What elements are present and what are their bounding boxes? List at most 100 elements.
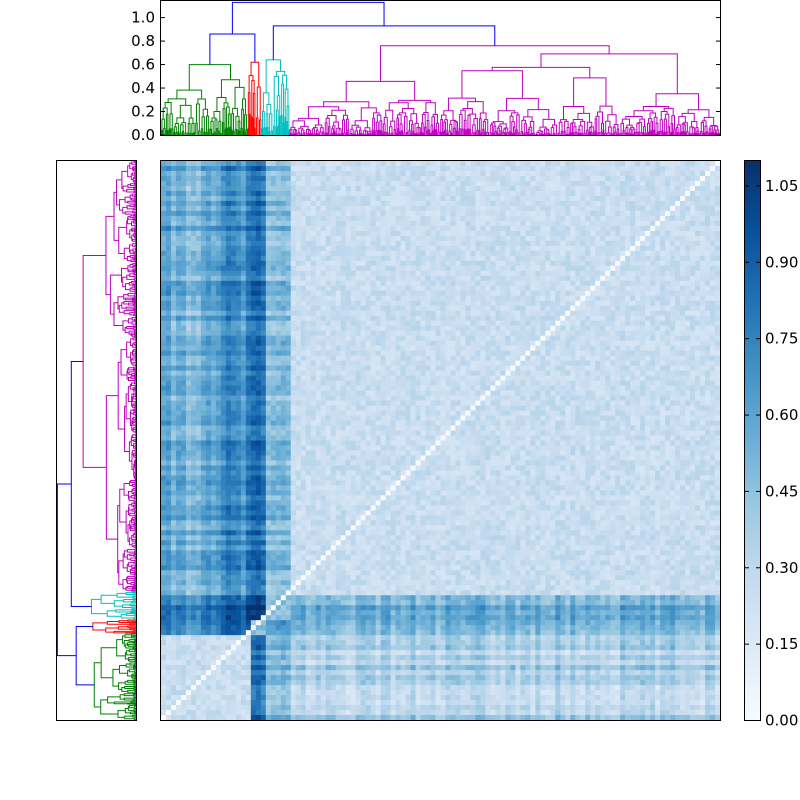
heatmap-cell <box>161 215 167 222</box>
heatmap-cell <box>590 280 596 287</box>
heatmap-cell <box>370 320 377 327</box>
dendrogram-link <box>234 86 245 109</box>
heatmap-cell <box>625 255 631 262</box>
heatmap-cell <box>470 235 477 242</box>
dendrogram-link <box>515 129 518 135</box>
heatmap-cell <box>505 300 511 307</box>
heatmap-cell <box>280 255 287 262</box>
heatmap-cell <box>270 205 277 212</box>
heatmap-cell <box>410 215 417 222</box>
dendrogram-link <box>667 126 670 135</box>
heatmap-cell <box>380 205 387 212</box>
heatmap-cell <box>500 161 506 167</box>
heatmap-cell <box>175 295 182 302</box>
heatmap-cell <box>480 210 487 217</box>
heatmap-cell <box>575 175 581 182</box>
heatmap-cell <box>220 310 227 317</box>
heatmap-cell <box>210 165 217 172</box>
heatmap-cell <box>305 295 312 302</box>
heatmap-cell <box>505 200 511 207</box>
heatmap-cell <box>235 315 242 322</box>
heatmap-cell <box>670 315 676 322</box>
heatmap-cell <box>670 250 676 257</box>
heatmap-cell <box>575 190 581 197</box>
heatmap-cell <box>655 200 661 207</box>
heatmap-cell <box>570 260 576 267</box>
dendrogram-link <box>128 704 135 709</box>
heatmap-cell <box>295 245 302 252</box>
dendrogram-link <box>458 127 461 135</box>
heatmap-cell <box>590 245 596 252</box>
heatmap-cell <box>265 200 272 207</box>
dendrogram-link <box>197 98 206 110</box>
heatmap-cell <box>710 310 716 317</box>
heatmap-cell <box>250 330 257 337</box>
heatmap-cell <box>285 250 292 257</box>
heatmap-cell <box>325 265 332 272</box>
heatmap-cell <box>700 225 706 232</box>
heatmap-cell <box>425 210 432 217</box>
heatmap-cell <box>530 225 536 232</box>
heatmap-cell <box>385 225 392 232</box>
heatmap-cell <box>640 195 646 202</box>
heatmap-cell <box>345 290 352 297</box>
heatmap-cell <box>220 235 227 242</box>
heatmap-cell <box>515 235 521 242</box>
heatmap-cell <box>161 170 167 177</box>
heatmap-cell <box>275 255 282 262</box>
heatmap-cell <box>460 290 467 297</box>
heatmap-cell <box>280 200 287 207</box>
heatmap-cell <box>255 161 262 167</box>
heatmap-cell <box>690 190 696 197</box>
heatmap-cell <box>550 280 556 287</box>
dendrogram-link <box>131 608 136 611</box>
heatmap-cell <box>660 175 666 182</box>
heatmap-cell <box>340 210 347 217</box>
heatmap-cell <box>295 175 302 182</box>
heatmap-cell <box>350 245 357 252</box>
heatmap-cell <box>615 295 621 302</box>
heatmap-cell <box>190 245 197 252</box>
heatmap-cell <box>290 265 297 272</box>
heatmap-cell <box>330 300 337 307</box>
heatmap-cell <box>685 161 691 167</box>
heatmap-cell <box>670 161 676 167</box>
heatmap-cell <box>465 260 472 267</box>
heatmap-cell <box>345 295 352 302</box>
heatmap-cell <box>270 195 277 202</box>
heatmap-cell <box>270 290 277 297</box>
heatmap-cell <box>540 250 546 257</box>
heatmap-cell <box>225 225 232 232</box>
dendrogram-link <box>684 132 687 135</box>
heatmap-cell <box>375 235 382 242</box>
dendrogram-link <box>82 255 107 468</box>
heatmap-cell <box>225 185 232 192</box>
heatmap-cell <box>270 240 277 247</box>
heatmap-cell <box>535 195 541 202</box>
dendrogram-link <box>165 113 169 131</box>
heatmap-cell <box>660 285 666 292</box>
heatmap-cell <box>615 320 621 327</box>
heatmap-cell <box>665 255 671 262</box>
heatmap-cell <box>270 210 277 217</box>
heatmap-cell <box>165 215 172 222</box>
heatmap-cell <box>245 305 252 312</box>
heatmap-cell <box>270 245 277 252</box>
heatmap-cell <box>435 235 442 242</box>
heatmap-cell <box>235 245 242 252</box>
heatmap-cell <box>695 185 701 192</box>
heatmap-cell <box>575 300 581 307</box>
heatmap-cell <box>580 175 586 182</box>
heatmap-cell <box>650 225 656 232</box>
heatmap-cell <box>630 250 636 257</box>
heatmap-cell <box>585 240 591 247</box>
heatmap-cell <box>700 230 706 237</box>
heatmap-cell <box>660 290 666 297</box>
heatmap-cell <box>175 325 182 332</box>
heatmap-cell <box>605 265 611 272</box>
heatmap-cell <box>520 210 526 217</box>
heatmap-cell <box>290 250 297 257</box>
heatmap-cell <box>645 325 651 332</box>
heatmap-cell <box>530 185 536 192</box>
dendrogram-link <box>333 131 336 135</box>
